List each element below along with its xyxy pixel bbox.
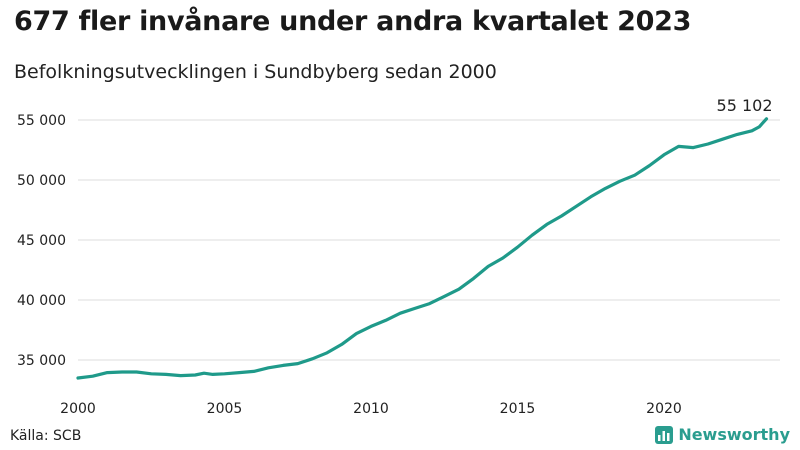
x-tick-label: 2010 bbox=[353, 401, 389, 417]
y-tick-label: 45 000 bbox=[17, 233, 66, 249]
x-tick-label: 2000 bbox=[60, 401, 96, 417]
chart-subtitle: Befolkningsutvecklingen i Sundbyberg sed… bbox=[14, 61, 497, 83]
source-label: Källa: SCB bbox=[10, 428, 82, 444]
chart-title: 677 fler invånare under andra kvartalet … bbox=[14, 6, 692, 37]
grid-lines bbox=[78, 119, 780, 361]
end-value-label: 55 102 bbox=[717, 96, 773, 115]
x-tick-label: 2015 bbox=[500, 401, 536, 417]
population-series-line bbox=[76, 117, 769, 380]
y-tick-label: 50 000 bbox=[17, 173, 66, 189]
brand-logo: Newsworthy bbox=[655, 425, 790, 444]
newsworthy-logo-icon bbox=[655, 425, 674, 444]
x-axis-tick-labels: 2000 2005 2010 2015 2020 bbox=[60, 401, 682, 417]
y-tick-label: 35 000 bbox=[17, 353, 66, 369]
y-axis-tick-labels: 35 000 40 000 45 000 50 000 55 000 bbox=[17, 113, 66, 369]
x-tick-label: 2005 bbox=[207, 401, 243, 417]
y-tick-label: 40 000 bbox=[17, 293, 66, 309]
x-tick-label: 2020 bbox=[646, 401, 682, 417]
brand-name: Newsworthy bbox=[678, 425, 790, 444]
y-tick-label: 55 000 bbox=[17, 113, 66, 129]
